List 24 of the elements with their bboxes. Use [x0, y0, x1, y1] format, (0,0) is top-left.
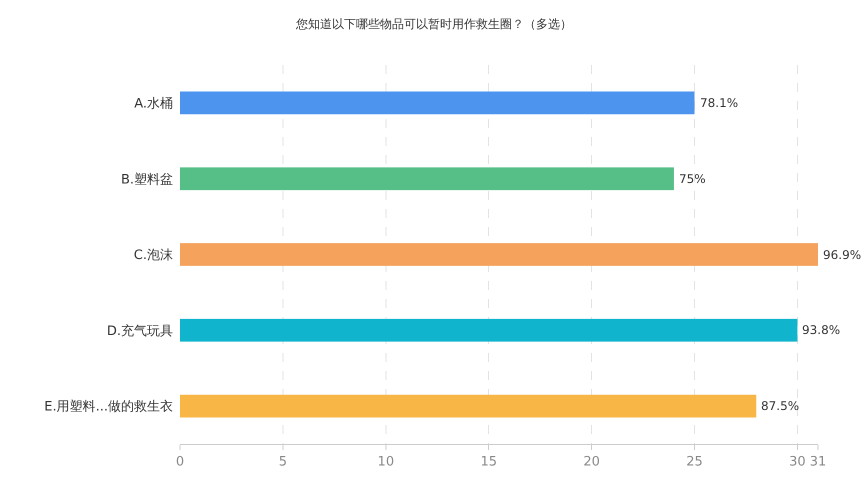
- annotation: 87.5%: [761, 399, 800, 413]
- y-tick-label: C.泡沫: [134, 248, 173, 264]
- bar: [180, 167, 674, 190]
- x-tick-label: 30: [789, 454, 806, 470]
- y-tick-label: E.用塑料...做的救生衣: [44, 398, 173, 415]
- x-tick-label: 31: [810, 454, 826, 470]
- x-tick-label: 0: [176, 454, 184, 470]
- bar: [180, 92, 695, 114]
- bar: [180, 394, 756, 418]
- x-tick-label: 20: [583, 454, 600, 470]
- x-tick-label: 10: [378, 454, 394, 470]
- y-tick-label: A.水桶: [134, 96, 173, 112]
- annotation: 75%: [679, 172, 706, 186]
- annotation: 96.9%: [823, 248, 862, 262]
- chart-title: 您知道以下哪些物品可以暂时用作救生圈？（多选）: [295, 16, 572, 31]
- y-tick-label: D.充气玩具: [106, 324, 173, 339]
- bar: [180, 318, 798, 342]
- x-tick-label: 5: [278, 454, 288, 470]
- annotation: 93.8%: [802, 323, 840, 337]
- x-tick-label: 25: [686, 454, 703, 470]
- annotation: 78.1%: [700, 96, 738, 110]
- x-tick-label: 15: [480, 454, 497, 470]
- y-tick-label: B.塑料盆: [120, 171, 173, 188]
- bar: [180, 243, 818, 266]
